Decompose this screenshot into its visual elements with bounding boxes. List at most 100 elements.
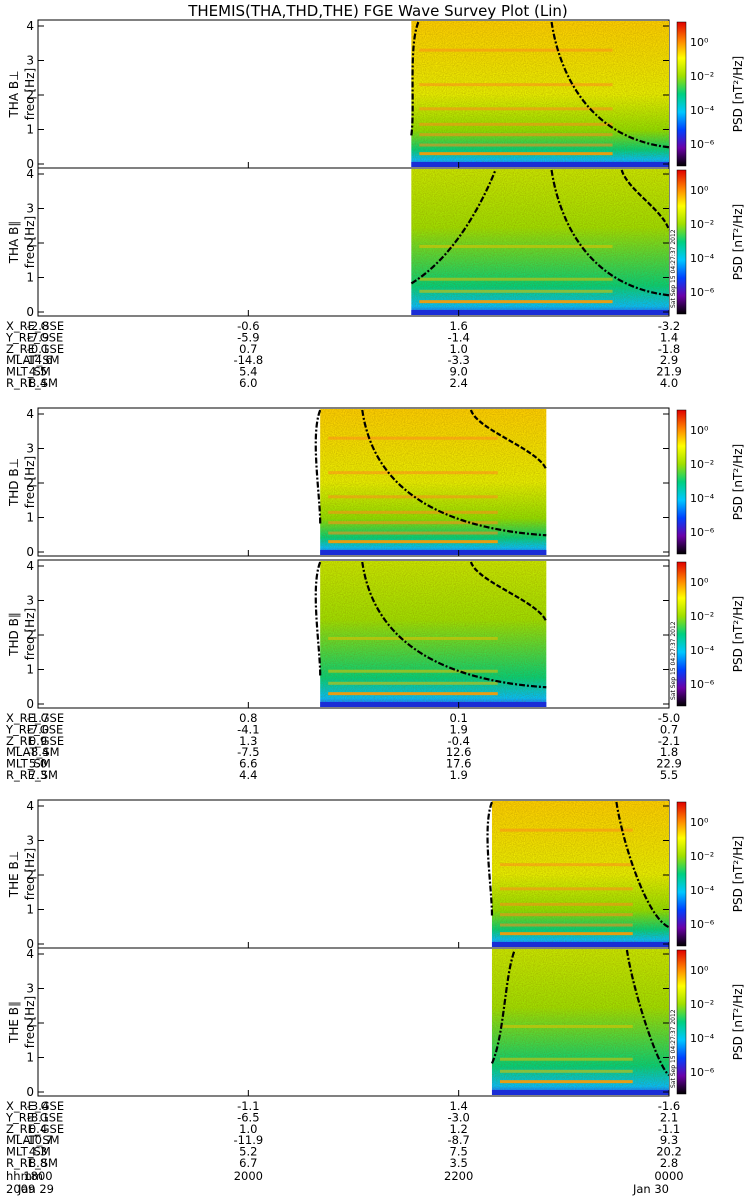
ephemeris-table-tha: X_RE_GSE-2.8 -0.6 1.6 -3.2 Y_RE_GSE-7.9 -5.9 -… (5, 319, 682, 390)
y-tick-label: 1 (26, 511, 34, 525)
ephemeris-row-name: Y_RE_GSE (5, 1110, 63, 1124)
harmonic-curve (620, 169, 671, 231)
ephemeris-value: -1.1 (237, 1099, 259, 1113)
ephemeris-value: -3.0 (447, 1110, 469, 1124)
time-tick-label: 0000 (654, 1169, 683, 1183)
panel-label: THD B∥ (7, 612, 21, 657)
colorbar-tick-label: 10⁻⁶ (690, 1066, 715, 1079)
ephemeris-row-name: Y_RE_GSE (5, 330, 63, 344)
spectrogram-texture (411, 21, 669, 167)
ephemeris-value: 6.6 (239, 757, 257, 771)
spectrogram-panel-the-bpar: 0 1 2 3 4 THE B∥ freq [Hz] 10⁰ 10⁻² 10⁻⁴ 10⁻⁶ PSD [… (7, 947, 745, 1099)
spectral-band (499, 923, 633, 927)
spectral-band (499, 1069, 633, 1073)
spectral-band (499, 1057, 633, 1061)
ephemeris-table-the: X_RE_GSE-3.4 -1.1 1.4 -1.6Y_RE_GSE-8.1 -6.5-… (5, 1099, 682, 1170)
y-tick-label: 2 (26, 628, 34, 642)
ephemeris-row-name: R_RE_SM (6, 376, 58, 390)
colorbar-tick-label: 10⁻⁴ (690, 1032, 715, 1045)
timestamp-stamp: Sat Sep 15 04:27:37 2012 (670, 1009, 677, 1088)
gyrofrequency-curve (486, 801, 494, 916)
ephemeris-value: 4.0 (660, 376, 678, 390)
spectral-band (499, 828, 633, 832)
ephemeris-value: -5.0 (658, 711, 680, 725)
colorbar-tick-label: 10⁻² (690, 998, 714, 1011)
y-tick-label: 4 (26, 947, 34, 961)
spectrogram-panel-tha-bpar: 0 1 2 3 4 THA B∥ freq [Hz] 10⁰ 10⁻² 10⁻⁴ 10⁻⁶ PSD [… (7, 167, 745, 319)
freq-axis-label: freq [Hz] (23, 608, 37, 660)
ephemeris-value: 4.3 (29, 1145, 47, 1159)
ephemeris-value: 1.4 (660, 330, 678, 344)
ephemeris-value: 7.3 (29, 768, 47, 782)
colorbar-tick-label: 10⁻² (690, 70, 714, 83)
low-frequency-strip (491, 942, 669, 947)
ephemeris-row-name: R_RE_SM (6, 768, 58, 782)
colorbar (676, 949, 687, 1095)
y-tick-label: 3 (26, 834, 34, 848)
colorbar-tick-label: 10⁻⁴ (690, 884, 715, 897)
y-tick-label: 1 (26, 903, 34, 917)
y-tick-label: 4 (26, 799, 34, 813)
ephemeris-value: -6.5 (237, 1110, 259, 1124)
panel-label: THA B∥ (7, 221, 21, 265)
ephemeris-value: 0.7 (660, 722, 678, 736)
spectrogram-panel-thd-bperp: 0 1 2 3 4 THD B⊥ freq [Hz] 10⁰ 10⁻² 10⁻⁴ 10⁻⁶ PSD [… (7, 407, 745, 559)
colorbar-tick-label: 10⁰ (690, 576, 709, 589)
gyrofrequency-curve (615, 801, 670, 929)
ephemeris-value: 0.8 (239, 711, 257, 725)
y-tick-label: 1 (26, 123, 34, 137)
ephemeris-value: -2.1 (658, 734, 680, 748)
panel-label: THA B⊥ (7, 70, 21, 118)
colorbar-tick-label: 10⁰ (690, 36, 709, 49)
ephemeris-value: -4.1 (237, 722, 259, 736)
spectral-band (499, 902, 633, 906)
colorbar (676, 801, 687, 947)
colorbar-tick-label: 10⁰ (690, 424, 709, 437)
ephemeris-value: -3.3 (447, 353, 469, 367)
spectral-band (419, 289, 613, 293)
time-tick-label: 2000 (234, 1169, 263, 1183)
y-tick-label: 0 (26, 937, 34, 951)
freq-axis-label: freq [Hz] (23, 456, 37, 508)
ephemeris-value: -1.6 (658, 1099, 680, 1113)
ephemeris-row-name: MLAT_SM (6, 1133, 60, 1147)
low-frequency-strip (491, 1090, 669, 1095)
ephemeris-value: -3.4 (27, 1099, 49, 1113)
spectrogram-texture (411, 169, 669, 315)
gyrofrequency-curve (314, 409, 322, 524)
ephemeris-value: -2.8 (27, 319, 49, 333)
ephemeris-value: 17.6 (446, 757, 472, 771)
colorbar (676, 409, 687, 555)
ephemeris-value: 3.5 (450, 1156, 468, 1170)
ephemeris-value: 5.2 (239, 1145, 257, 1159)
time-tick-label: 1800 (23, 1169, 52, 1183)
low-frequency-strip (320, 550, 547, 555)
colorbar (676, 169, 687, 315)
y-tick-label: 0 (26, 1085, 34, 1099)
low-frequency-strip (411, 310, 669, 315)
spectral-band (499, 887, 633, 891)
ephemeris-value: 22.9 (656, 757, 682, 771)
ephemeris-value: -14.8 (233, 353, 263, 367)
ephemeris-row-name: MLT_SM (6, 365, 51, 379)
ephemeris-value: -7.0 (27, 722, 49, 736)
y-tick-label: 2 (26, 868, 34, 882)
spectral-band (328, 521, 498, 525)
ephemeris-value: 1.0 (239, 1122, 257, 1136)
ephemeris-row-name: Z_RE_GSE (6, 734, 64, 748)
colorbar-label: PSD [nT²/Hz] (731, 444, 745, 520)
ephemeris-row-name: MLT_SM (6, 757, 51, 771)
ephemeris-value: 21.9 (656, 365, 682, 379)
colorbar (676, 21, 687, 167)
ephemeris-value: 0.4 (29, 1122, 47, 1136)
colorbar-tick-label: 10⁻² (690, 610, 714, 623)
ephemeris-value: -8.4 (27, 745, 49, 759)
gyrofrequency-curve (361, 561, 547, 689)
ephemeris-value: 0.9 (29, 734, 47, 748)
ephemeris-value: 1.9 (450, 722, 468, 736)
y-tick-label: 0 (26, 157, 34, 171)
colorbar-label: PSD [nT²/Hz] (731, 204, 745, 280)
freq-axis-label: freq [Hz] (23, 848, 37, 900)
